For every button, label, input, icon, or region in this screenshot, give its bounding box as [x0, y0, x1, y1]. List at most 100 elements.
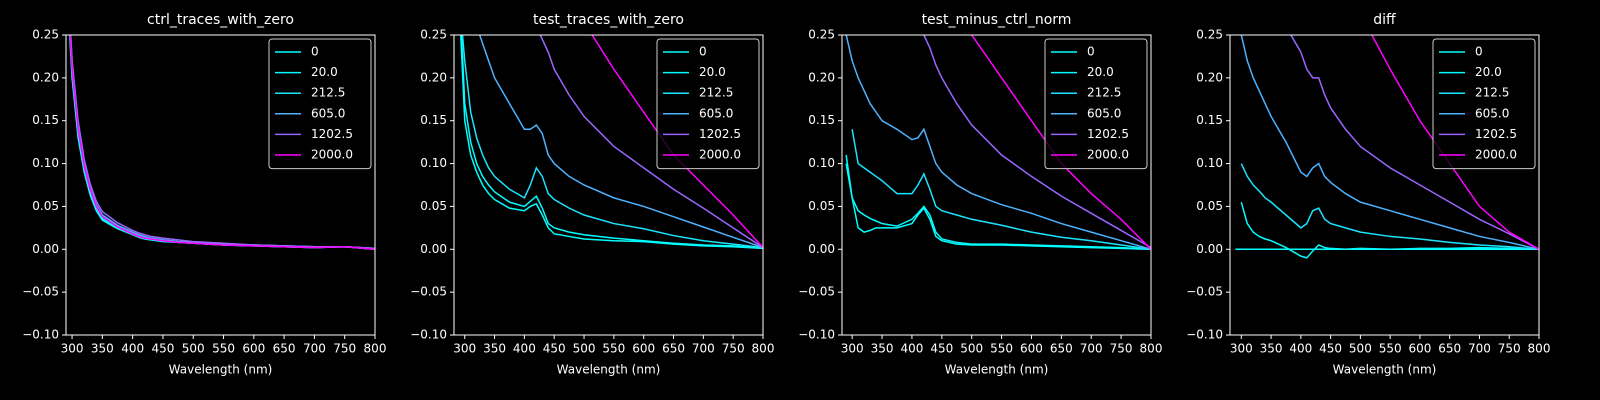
x-axis-label: Wavelength (nm): [1333, 363, 1437, 377]
x-tick-label: 800: [1140, 342, 1163, 356]
legend-label: 605.0: [1475, 106, 1509, 120]
y-tick-label: 0.00: [420, 242, 447, 256]
legend-label: 2000.0: [699, 148, 741, 162]
x-tick-label: 600: [1408, 342, 1431, 356]
chart-title: test_traces_with_zero: [533, 12, 684, 28]
legend-label: 20.0: [1475, 65, 1502, 79]
y-tick-label: 0.10: [1196, 156, 1223, 170]
data-line: [1240, 35, 1539, 251]
x-tick-label: 650: [273, 342, 296, 356]
y-tick-label: 0.20: [32, 70, 59, 84]
x-tick-label: 800: [1528, 342, 1551, 356]
legend-label: 1202.5: [1475, 127, 1517, 141]
data-line: [69, 35, 375, 251]
y-tick-label: 0.20: [420, 70, 447, 84]
y-tick-label: −0.05: [1186, 285, 1223, 299]
legend-label: 20.0: [699, 65, 726, 79]
legend-box: [1432, 38, 1536, 170]
legend-label: 605.0: [311, 106, 345, 120]
legend-label: 0: [1475, 45, 1483, 59]
y-tick-label: 0.00: [1196, 242, 1223, 256]
x-tick-label: 400: [900, 342, 923, 356]
data-line: [1290, 35, 1539, 250]
x-tick-label: 550: [990, 342, 1013, 356]
legend-label: 0: [1087, 45, 1095, 59]
y-tick-label: −0.05: [410, 285, 447, 299]
y-tick-label: 0.05: [32, 199, 59, 213]
y-tick-label: 0.05: [808, 199, 835, 213]
data-line: [460, 35, 763, 250]
axes-frame: [65, 34, 376, 336]
x-axis-label: Wavelength (nm): [557, 363, 661, 377]
y-tick-label: 0.05: [420, 199, 447, 213]
data-line: [461, 35, 763, 249]
legend: 0 20.0 212.5 605.0 1202.5 2000.0: [1432, 38, 1536, 170]
x-tick-label: 400: [513, 342, 536, 356]
y-tick-label: −0.05: [22, 285, 59, 299]
x-tick-label: 600: [242, 342, 265, 356]
legend-label: 0: [699, 45, 707, 59]
x-tick-label: 700: [1468, 342, 1491, 356]
y-tick-label: −0.10: [798, 328, 835, 342]
legend-label: 0: [311, 45, 319, 59]
y-tick-label: 0.20: [1196, 70, 1223, 84]
x-tick-label: 650: [662, 342, 685, 356]
chart-title: ctrl_traces_with_zero: [147, 12, 294, 28]
axes-frame: [841, 34, 1152, 336]
x-tick-label: 350: [91, 342, 114, 356]
x-tick-label: 650: [1438, 342, 1461, 356]
legend-label: 20.0: [1087, 65, 1114, 79]
x-tick-label: 500: [960, 342, 983, 356]
legend-label: 605.0: [699, 106, 733, 120]
y-tick-label: 0.15: [420, 113, 447, 127]
y-tick-label: 0.25: [420, 28, 447, 42]
y-tick-label: 0.20: [808, 70, 835, 84]
x-tick-label: 500: [573, 342, 596, 356]
data-line: [851, 129, 1151, 251]
x-tick-label: 300: [841, 342, 864, 356]
x-tick-label: 750: [1498, 342, 1521, 356]
subplot: test_traces_with_zero Wavelength (nm) −0.1…: [410, 12, 775, 377]
x-tick-label: 500: [182, 342, 205, 356]
x-tick-label: 750: [1110, 342, 1133, 356]
data-line: [69, 35, 375, 250]
data-line: [922, 35, 1151, 249]
x-tick-label: 650: [1050, 342, 1073, 356]
x-tick-label: 700: [1080, 342, 1103, 356]
legend-label: 1202.5: [699, 127, 741, 141]
legend-label: 212.5: [1087, 86, 1121, 100]
x-tick-label: 350: [483, 342, 506, 356]
chart-title: test_minus_ctrl_norm: [922, 12, 1072, 28]
legend-box: [1044, 38, 1148, 170]
data-line: [1240, 201, 1539, 259]
legend-box: [656, 38, 760, 170]
subplot: ctrl_traces_with_zero Wavelength (nm) −0.1…: [22, 12, 386, 377]
x-tick-label: 300: [453, 342, 476, 356]
y-tick-label: −0.05: [798, 285, 835, 299]
x-tick-label: 450: [543, 342, 566, 356]
y-tick-label: 0.15: [1196, 113, 1223, 127]
y-tick-label: 0.05: [1196, 199, 1223, 213]
x-tick-label: 600: [1020, 342, 1043, 356]
x-tick-label: 450: [930, 342, 953, 356]
y-tick-label: 0.25: [808, 28, 835, 42]
x-tick-label: 750: [333, 342, 356, 356]
x-tick-label: 600: [632, 342, 655, 356]
x-tick-label: 450: [151, 342, 174, 356]
x-tick-label: 300: [1230, 342, 1253, 356]
x-tick-label: 450: [1319, 342, 1342, 356]
legend-label: 212.5: [1475, 86, 1509, 100]
y-tick-label: 0.15: [808, 113, 835, 127]
legend-label: 605.0: [1087, 106, 1121, 120]
y-tick-label: 0.10: [808, 156, 835, 170]
x-tick-label: 550: [1379, 342, 1402, 356]
x-tick-label: 400: [1289, 342, 1312, 356]
legend-label: 2000.0: [1087, 148, 1129, 162]
y-tick-label: −0.10: [22, 328, 59, 342]
x-tick-label: 700: [692, 342, 715, 356]
legend-label: 1202.5: [1087, 127, 1129, 141]
x-axis-label: Wavelength (nm): [945, 363, 1049, 377]
x-tick-label: 800: [752, 342, 775, 356]
data-line: [460, 35, 763, 250]
